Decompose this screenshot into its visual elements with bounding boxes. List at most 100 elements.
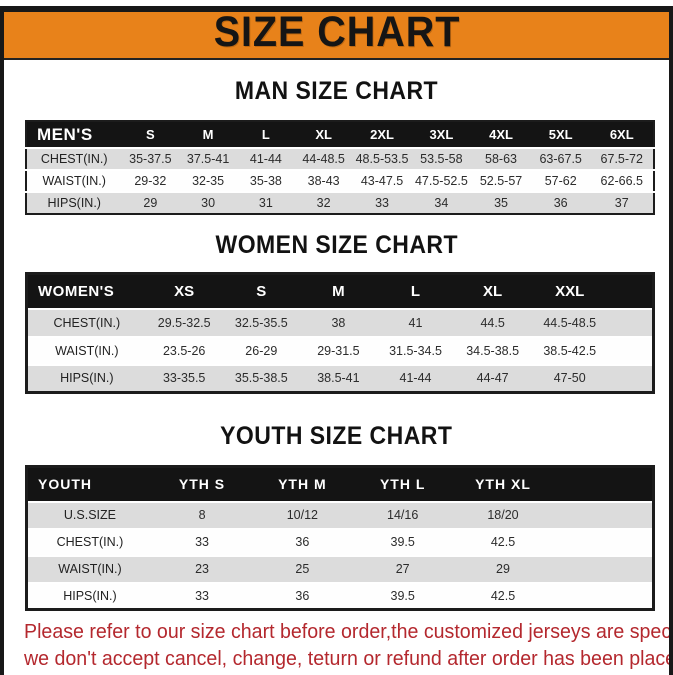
women-section-heading: WOMEN SIZE CHART <box>215 231 458 259</box>
measure-value: 38 <box>331 315 346 330</box>
measure-value: 25 <box>295 562 310 576</box>
measure-label: WAIST(IN.) <box>42 174 106 188</box>
measure-label: HIPS(IN.) <box>47 196 101 210</box>
table-row: HIPS(IN.) 33 36 39.5 42.5 <box>26 582 654 610</box>
measure-value: 41 <box>408 315 423 330</box>
mens-table-title: MEN'S <box>37 124 93 144</box>
measure-value: 32.5-35.5 <box>234 315 288 330</box>
filler-cell <box>553 502 653 529</box>
measure-value: 42.5 <box>490 535 516 549</box>
youth-size-table: YOUTH YTH S YTH M YTH L YTH XL U.S.SIZE … <box>25 465 655 611</box>
measure-value: 38-43 <box>307 174 340 188</box>
size-col-header: 5XL <box>548 127 573 142</box>
frame-top-bar <box>0 6 673 12</box>
measure-value: 48.5-53.5 <box>355 152 409 166</box>
measure-value: 27 <box>395 562 410 576</box>
table-row: HIPS(IN.) 33-35.5 35.5-38.5 38.5-41 41-4… <box>26 364 654 393</box>
filler-cell <box>608 274 653 309</box>
measure-value: 18/20 <box>487 508 519 522</box>
measure-value: 53.5-58 <box>420 152 463 166</box>
measure-value: 35-38 <box>249 174 282 188</box>
table-row: WAIST(IN.) 29-32 32-35 35-38 38-43 43-47… <box>26 170 654 192</box>
measure-value: 47.5-52.5 <box>414 174 468 188</box>
measure-value: 29.5-32.5 <box>157 315 211 330</box>
table-row: CHEST(IN.) 33 36 39.5 42.5 <box>26 528 654 556</box>
measure-value: 38.5-42.5 <box>543 343 597 358</box>
youth-table-title: YOUTH <box>38 476 92 493</box>
size-col-header: L <box>261 127 270 142</box>
measure-value: 44-47 <box>476 371 509 386</box>
measure-value: 36 <box>295 588 310 603</box>
measure-value: 34.5-38.5 <box>466 343 520 358</box>
disclaimer-line-2: we don't accept cancel, change, teturn o… <box>24 648 673 670</box>
table-row: CHEST(IN.) 29.5-32.5 32.5-35.5 38 41 44.… <box>26 308 654 337</box>
measure-value: 33 <box>375 196 389 210</box>
size-col-header: XL <box>483 282 503 300</box>
disclaimer-text: Please refer to our size chart before or… <box>24 619 673 673</box>
table-row: WAIST(IN.) 23.5-26 26-29 29-31.5 31.5-34… <box>26 336 654 365</box>
size-col-header: 2XL <box>370 127 394 142</box>
womens-header-row: WOMEN'S XS S M L XL XXL <box>26 273 654 309</box>
measure-value: 63-67.5 <box>539 152 582 166</box>
measure-value: 57-62 <box>544 174 577 188</box>
size-col-header: XS <box>174 282 195 300</box>
measure-value: 44-48.5 <box>302 152 345 166</box>
size-col-header: XXL <box>555 282 585 300</box>
measure-value: 29-32 <box>134 174 167 188</box>
measure-value: 35.5-38.5 <box>234 371 288 386</box>
measure-value: 58-63 <box>485 152 518 166</box>
filler-cell <box>608 337 653 365</box>
men-section-heading: MAN SIZE CHART <box>234 77 439 105</box>
measure-value: 33-35.5 <box>162 371 206 386</box>
size-col-header: M <box>332 282 345 300</box>
measure-value: 35 <box>494 196 508 210</box>
womens-table-title: WOMEN'S <box>38 282 115 300</box>
measure-value: 10/12 <box>286 508 318 522</box>
measure-value: 47-50 <box>553 371 586 386</box>
measure-value: 30 <box>201 196 216 210</box>
measure-value: 37.5-41 <box>186 152 230 166</box>
measure-value: 32-35 <box>192 174 225 188</box>
measure-label: WAIST(IN.) <box>55 343 119 358</box>
measure-label: CHEST(IN.) <box>53 315 121 330</box>
measure-value: 36 <box>295 535 310 549</box>
measure-value: 41-44 <box>249 152 282 166</box>
measure-value: 37 <box>614 196 629 210</box>
youth-section-heading: YOUTH SIZE CHART <box>220 422 453 450</box>
filler-cell <box>553 467 653 502</box>
size-col-header: S <box>256 282 267 300</box>
measure-label: CHEST(IN.) <box>56 535 124 549</box>
measure-value: 31 <box>258 196 273 210</box>
disclaimer-line-1: Please refer to our size chart before or… <box>24 621 673 643</box>
measure-value: 29 <box>496 562 510 576</box>
measure-value: 8 <box>198 508 206 522</box>
measure-value: 36 <box>553 196 568 210</box>
filler-cell <box>553 529 653 556</box>
measure-label: HIPS(IN.) <box>63 588 117 603</box>
filler-cell <box>553 556 653 583</box>
size-col-header: 4XL <box>489 127 513 142</box>
table-row: CHEST(IN.) 35-37.5 37.5-41 41-44 44-48.5… <box>26 148 654 170</box>
measure-label: CHEST(IN.) <box>40 152 108 166</box>
measure-value: 62-66.5 <box>600 174 643 188</box>
measure-value: 44.5 <box>480 315 505 330</box>
measure-value: 31.5-34.5 <box>389 343 442 358</box>
measure-value: 32 <box>316 196 331 210</box>
womens-size-table: WOMEN'S XS S M L XL XXL CHEST(IN.) 29.5-… <box>25 272 655 394</box>
measure-label: HIPS(IN.) <box>60 371 114 386</box>
size-col-header: M <box>202 127 214 142</box>
frame-right-bar <box>669 6 673 675</box>
filler-cell <box>608 309 653 337</box>
measure-value: 26-29 <box>245 343 278 358</box>
filler-cell <box>608 365 653 393</box>
measure-value: 29-31.5 <box>317 343 360 358</box>
measure-value: 14/16 <box>387 508 419 522</box>
size-col-header: YTH XL <box>475 476 531 493</box>
page-title: SIZE CHART <box>213 8 460 56</box>
measure-value: 39.5 <box>390 588 415 603</box>
size-col-header: 3XL <box>429 127 454 142</box>
table-row: HIPS(IN.) 29 30 31 32 33 34 35 36 37 <box>26 192 654 214</box>
size-col-header: S <box>146 127 155 142</box>
measure-value: 23 <box>195 562 209 576</box>
youth-header-row: YOUTH YTH S YTH M YTH L YTH XL <box>26 466 654 502</box>
